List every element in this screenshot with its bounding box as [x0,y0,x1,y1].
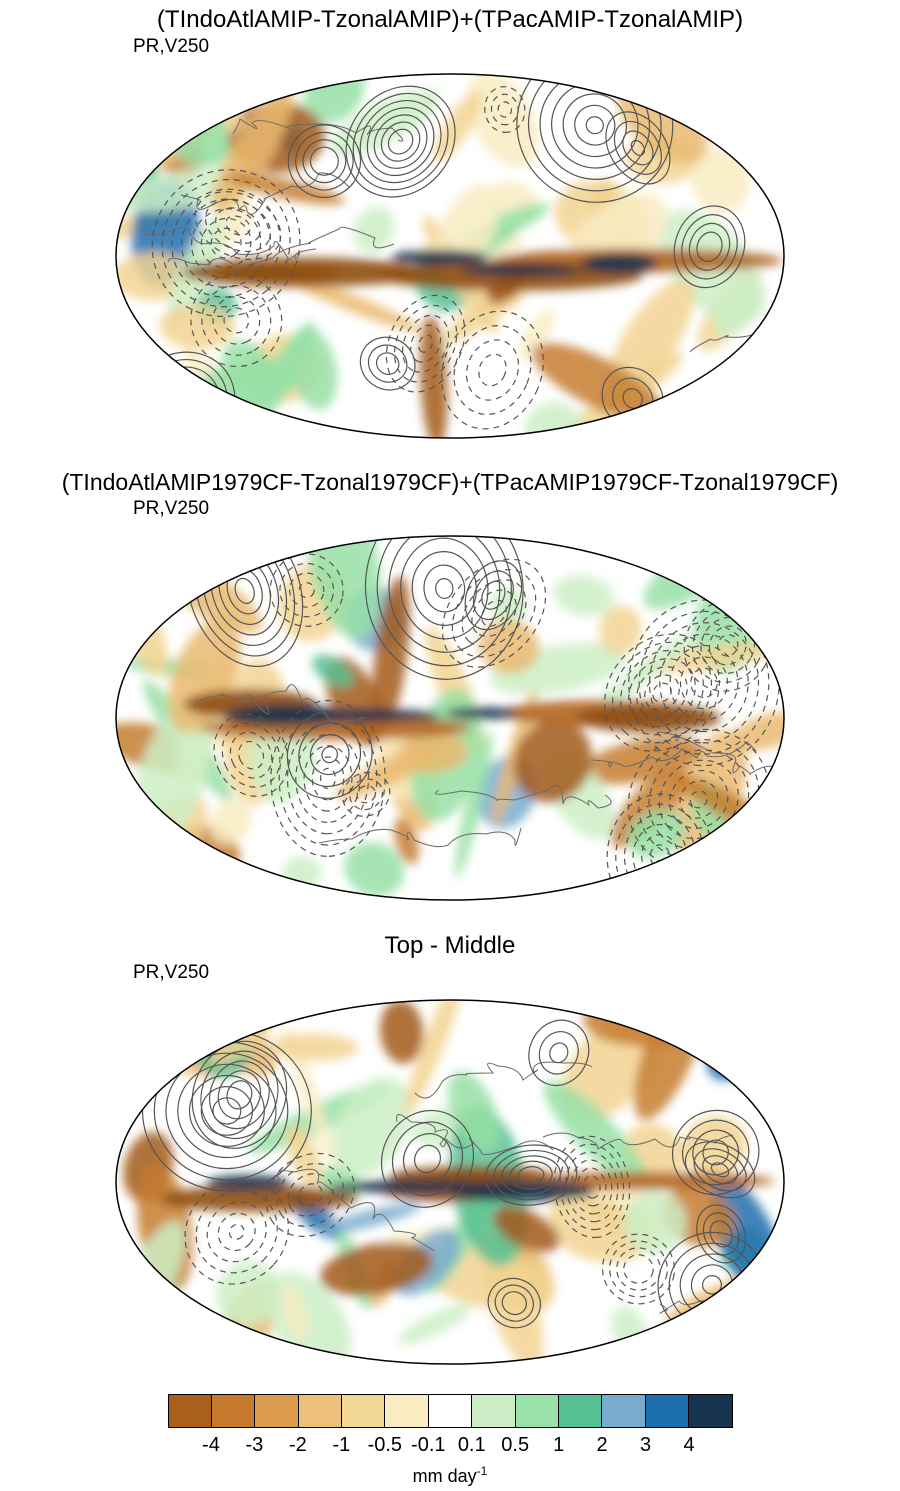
field-label: PR,V250 [133,962,210,983]
colorbar-tick-label: -0.5 [367,1434,403,1456]
colorbar-segment [689,1395,732,1427]
map-panel-middle [110,520,790,916]
panel-middle: (TIndoAtlAMIP1979CF-Tzonal1979CF)+(TPacA… [0,468,900,916]
panel-title: (TIndoAtlAMIP-TzonalAMIP)+(TPacAMIP-Tzon… [156,6,744,33]
colorbar-segment [385,1395,429,1427]
colorbar-tick-label: -1 [332,1434,351,1456]
colorbar-tick-label: -3 [245,1434,264,1456]
world-map-top [115,73,785,439]
colorbar-tick-label: -0.1 [411,1434,446,1456]
panel-title: (TIndoAtlAMIP1979CF-Tzonal1979CF)+(TPacA… [61,469,839,495]
map-panel-bottom [110,984,790,1380]
colorbar [167,1394,733,1428]
colorbar-segment [645,1395,690,1427]
colorbar-segment [255,1395,299,1427]
panel-title: Top - Middle [384,932,516,959]
colorbar-block: -4 -3 -2 -1 -0.5 -0.1 0.1 0.5 1 2 3 4 mm day-1 [167,1394,733,1487]
colorbar-ticks: -4 -3 -2 -1 -0.5 -0.1 0.1 0.5 1 2 3 4 [168,1434,733,1462]
field-label: PR,V250 [133,36,210,57]
colorbar-tick-label: 0.5 [501,1434,530,1456]
colorbar-tick-label: 3 [640,1434,652,1456]
colorbar-tick-label: 4 [683,1434,695,1456]
colorbar-segment [472,1395,516,1427]
figure: (TIndoAtlAMIP-TzonalAMIP)+(TPacAMIP-Tzon… [0,6,900,1491]
colorbar-tick-label: -2 [288,1434,307,1456]
panel-top: (TIndoAtlAMIP-TzonalAMIP)+(TPacAMIP-Tzon… [0,6,900,454]
world-map-bottom [115,999,785,1365]
colorbar-units: mm day-1 [168,1464,733,1487]
colorbar-tick-label: -4 [202,1434,220,1456]
colorbar-segment [168,1395,212,1427]
world-map-middle [115,535,785,901]
map-panel-top [110,58,790,454]
colorbar-segment [298,1395,343,1427]
colorbar-segment [342,1395,386,1427]
unit-base: mm day [412,1466,477,1486]
colorbar-tick-label: 2 [596,1434,608,1456]
field-label: PR,V250 [133,498,210,519]
unit-exponent: -1 [476,1464,488,1478]
colorbar-segment [428,1395,473,1427]
colorbar-segment [211,1395,256,1427]
colorbar-tick-label: 0.1 [457,1434,486,1456]
colorbar-segment [515,1395,560,1427]
colorbar-segment [559,1395,603,1427]
colorbar-tick-label: 1 [553,1434,565,1456]
panel-bottom: Top - Middle PR,V250 [0,932,900,1380]
colorbar-segment [602,1395,646,1427]
